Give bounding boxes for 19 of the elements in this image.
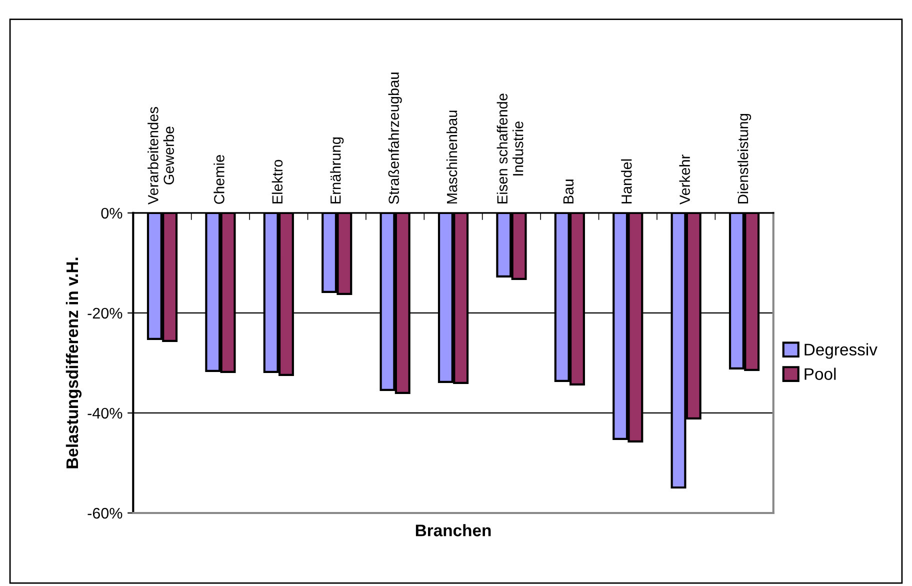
legend-label: Degressiv [804,343,878,359]
x-tick-label: Eisen schaffende Industrie [496,94,524,204]
x-tick-label: Handel [621,159,632,204]
y-tick-label: -40% [88,408,122,419]
y-axis-title: Belastungsdifferenz in v.H. [66,258,82,468]
x-tick-label: Verkehr [679,154,690,205]
x-tick-label: Straßenfahrzeugbau [388,72,402,204]
x-axis-title: Branchen [416,524,491,536]
x-tick-label: Maschinenbau [446,110,458,204]
y-tick-label: 0% [101,208,122,219]
x-tick-label: Chemie [214,155,224,204]
x-tick-label: Verarbeitendes Gewerbe [148,107,174,205]
x-tick-label: Elektro [272,160,283,204]
y-tick-label: -20% [88,308,122,319]
x-tick-label: Ernährung [330,137,344,204]
x-tick-label: Dienstleistung [737,114,752,204]
y-tick-label: -60% [88,508,122,519]
legend-label: Pool [804,368,836,380]
x-tick-label: Bau [563,180,574,204]
